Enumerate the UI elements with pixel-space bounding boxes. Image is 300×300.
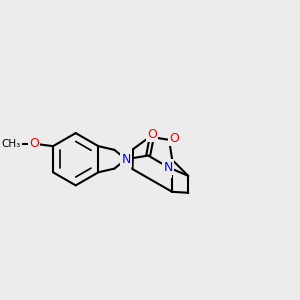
Text: O: O	[29, 137, 39, 150]
Text: CH₃: CH₃	[1, 139, 20, 149]
Text: H: H	[163, 167, 171, 177]
Text: O: O	[147, 128, 157, 140]
Text: N: N	[121, 153, 131, 166]
Text: O: O	[170, 132, 180, 145]
Text: N: N	[164, 161, 173, 174]
